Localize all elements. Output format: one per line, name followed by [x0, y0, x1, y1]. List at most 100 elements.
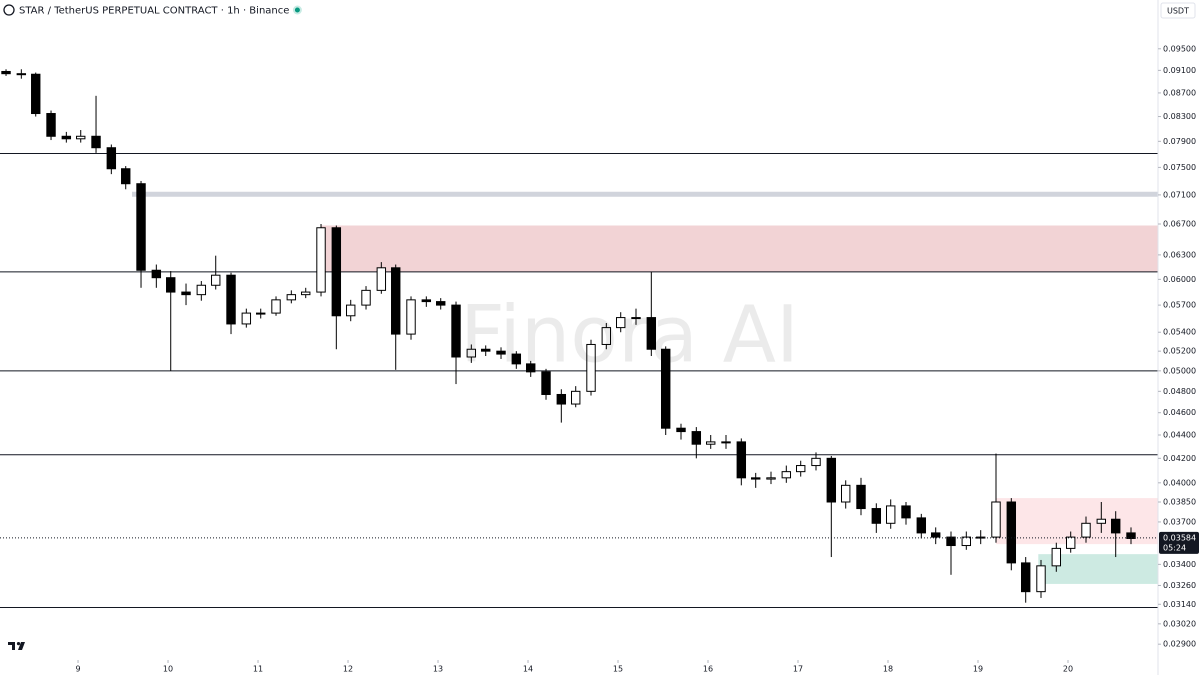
candle-body: [31, 73, 41, 115]
candle-body: [796, 465, 806, 473]
plot-area: [0, 69, 1158, 608]
y-tick-label: 0.06700: [1163, 219, 1196, 228]
y-tick-label: 0.04200: [1163, 454, 1196, 463]
candle-body: [1081, 522, 1091, 538]
candle-body: [1, 70, 11, 75]
candle-body: [391, 267, 401, 335]
candle-body: [961, 536, 972, 547]
candle-body: [975, 536, 986, 539]
candle-body: [1096, 518, 1107, 524]
y-tick-label: 0.03140: [1163, 600, 1196, 609]
candle-body: [271, 299, 281, 314]
candle-body: [181, 291, 191, 296]
candle-body: [361, 289, 371, 306]
countdown: 05:24: [1163, 543, 1186, 552]
y-tick-label: 0.05400: [1163, 328, 1196, 337]
candle-body: [331, 227, 342, 317]
candle-body: [691, 431, 702, 445]
y-tick-label: 0.07100: [1163, 190, 1196, 199]
candle-body: [451, 304, 461, 358]
x-tick-label: 11: [253, 665, 263, 674]
y-tick-label: 0.05700: [1163, 301, 1196, 310]
candle-body: [916, 517, 927, 534]
candle-body: [61, 135, 72, 140]
x-tick-label: 15: [613, 665, 623, 674]
candle-body: [646, 317, 657, 350]
candle-body: [106, 147, 117, 170]
y-tick-label: 0.09500: [1163, 44, 1196, 53]
candle-body: [421, 299, 432, 303]
candle-body: [496, 350, 506, 355]
x-tick-label: 14: [523, 665, 533, 674]
candle-body: [901, 505, 911, 519]
y-tick-label: 0.03020: [1163, 619, 1196, 628]
x-tick-label: 17: [793, 665, 803, 674]
candle-body: [16, 73, 27, 76]
candle-body: [481, 348, 491, 352]
y-tick-label: 0.04800: [1163, 387, 1196, 396]
candle-body: [196, 284, 207, 296]
candle-body: [871, 508, 882, 524]
candle-body: [1110, 518, 1121, 534]
candle-body: [151, 269, 162, 279]
candle-body: [661, 348, 671, 429]
last-price-label: 0.03584: [1163, 533, 1196, 542]
x-tick-label: 9: [75, 665, 80, 674]
y-tick-label: 0.09100: [1163, 66, 1196, 75]
logo-part: [12, 642, 15, 650]
candle-body: [211, 274, 221, 286]
status-dot: [292, 5, 302, 15]
candle-body: [841, 484, 851, 503]
logo-part: [16, 642, 21, 646]
candle-body: [946, 536, 956, 547]
candle-body: [226, 274, 236, 325]
y-tick-label: 0.03400: [1163, 560, 1196, 569]
candle-body: [991, 501, 1001, 538]
candle-body: [811, 457, 821, 467]
candle-body: [136, 183, 146, 271]
candle-body: [121, 168, 131, 185]
candle-body: [166, 277, 176, 293]
candle-body: [781, 471, 792, 479]
candle-body: [736, 441, 747, 479]
candle-body: [541, 371, 551, 395]
candle-body: [721, 441, 731, 444]
candle-body: [76, 135, 86, 140]
candle-body: [316, 227, 326, 293]
y-tick-label: 0.07500: [1163, 163, 1196, 172]
candle-body: [301, 291, 311, 296]
candle-body: [436, 301, 446, 306]
candle-body: [556, 393, 567, 405]
currency-button[interactable]: [1160, 2, 1196, 19]
candle-body: [286, 294, 297, 301]
logo-part: [8, 642, 15, 645]
chart-title: STAR / TetherUS PERPETUAL CONTRACT · 1h …: [19, 6, 289, 17]
y-tick-label: 0.04600: [1163, 408, 1196, 417]
y-tick-label: 0.04000: [1163, 478, 1196, 487]
x-tick-label: 16: [703, 665, 713, 674]
logo-part: [18, 642, 25, 650]
currency: USDT: [1167, 7, 1189, 16]
watermark: Finora AI: [460, 290, 799, 380]
candle-body: [930, 532, 941, 538]
candle-body: [91, 135, 101, 149]
candle-body: [1051, 547, 1062, 567]
y-tick-label: 0.03700: [1163, 517, 1196, 526]
candle-body: [466, 348, 477, 358]
candle-body: [526, 363, 536, 373]
y-tick-label: 0.03260: [1163, 581, 1196, 590]
y-tick-label: 0.07900: [1163, 137, 1196, 146]
candle-body: [676, 427, 686, 433]
y-tick-label: 0.04400: [1163, 430, 1196, 439]
candle-body: [885, 505, 896, 524]
candle-body: [241, 312, 252, 325]
symbol-icon: [3, 4, 15, 16]
candle-body: [826, 457, 837, 503]
x-tick-label: 19: [973, 665, 983, 674]
x-tick-label: 20: [1063, 665, 1073, 674]
x-tick-label: 13: [433, 665, 443, 674]
candle-body: [706, 441, 716, 445]
y-tick-label: 0.05200: [1163, 347, 1196, 356]
